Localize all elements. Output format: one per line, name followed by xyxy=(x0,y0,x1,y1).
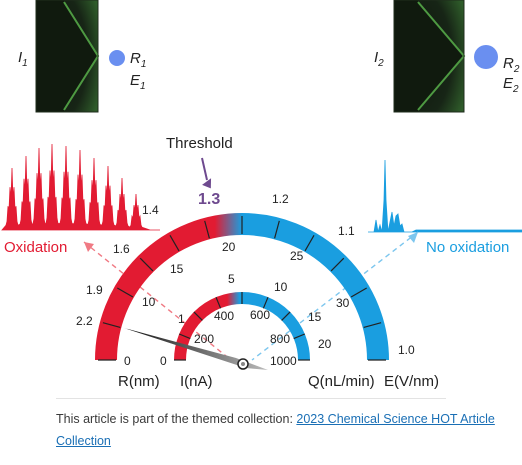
q-axis-label: Q(nL/min) xyxy=(308,373,375,390)
q-tick-800: 800 xyxy=(270,332,290,346)
no-oxidation-guide-arrowhead xyxy=(408,232,418,243)
e-axis-label: E(V/nm) xyxy=(384,373,439,390)
q-tick-20: 20 xyxy=(222,240,236,254)
outer-tick-mark xyxy=(139,257,154,272)
oxidation-guide-arrowhead xyxy=(84,242,94,252)
outer-tick-mark xyxy=(204,220,210,239)
q-tick-30: 30 xyxy=(336,296,350,310)
inner-tick-mark xyxy=(178,333,191,340)
right-microscopy-panel xyxy=(393,0,466,113)
inner-tick-mark xyxy=(281,311,291,321)
q-tick-1000: 1000 xyxy=(270,354,297,368)
small-droplet xyxy=(109,50,125,66)
q-tick-600: 600 xyxy=(250,308,270,322)
inner-tick-mark xyxy=(215,296,222,309)
i-axis-label: I(nA) xyxy=(180,373,213,390)
right-current-label: I2 xyxy=(374,49,384,69)
inner-tick-mark xyxy=(193,311,203,321)
r-tick-5: 0 xyxy=(124,354,131,368)
threshold-arrowhead xyxy=(202,178,212,189)
right-radius-label: R2 xyxy=(503,55,520,75)
no-oxidation-guide-line xyxy=(251,231,419,361)
e-tick-3: 1.0 xyxy=(398,343,415,357)
i-tick-0: 0 xyxy=(160,354,167,368)
oxidation-guide-line xyxy=(83,241,237,365)
threshold-arrow xyxy=(201,157,208,181)
outer-tick-mark xyxy=(363,322,382,328)
q-tick-15: 15 xyxy=(170,262,184,276)
gauge-needle[interactable] xyxy=(124,328,268,370)
q-tick-10: 10 xyxy=(142,295,156,309)
caption-divider xyxy=(56,398,446,399)
inner-tick-mark xyxy=(262,296,269,309)
q-tick-25: 25 xyxy=(290,249,304,263)
r-tick-1: 1.4 xyxy=(142,203,159,217)
outer-tick-mark xyxy=(350,287,367,298)
inner-ticks xyxy=(174,292,310,361)
i-tick-1: 1 xyxy=(178,312,185,326)
inner-tick-20: 20 xyxy=(318,337,332,351)
q-tick-200: 200 xyxy=(194,332,214,346)
right-field-label: E2 xyxy=(503,75,519,95)
outer-tick-mark xyxy=(304,235,315,252)
gauge-figure: I1 R1 E1 I2 R2 E2 Oxidation No oxidation… xyxy=(1,0,522,390)
oxidation-label: Oxidation xyxy=(4,239,67,256)
outer-tick-mark xyxy=(330,257,345,272)
large-droplet xyxy=(474,45,498,69)
e-tick-1: 1.2 xyxy=(272,192,289,206)
no-oxidation-label: No oxidation xyxy=(426,239,509,256)
outer-tick-mark xyxy=(102,322,121,328)
themed-collection-caption: This article is part of the themed colle… xyxy=(56,408,496,452)
needle-pivot-center xyxy=(241,362,245,366)
left-current-label: I1 xyxy=(18,49,28,69)
r-tick-4: 2.2 xyxy=(76,314,93,328)
inner-tick-mark xyxy=(293,333,306,340)
r-tick-3: 1.9 xyxy=(86,283,103,297)
inner-tick-15: 15 xyxy=(308,310,322,324)
r-tick-2: 1.6 xyxy=(113,242,130,256)
r-axis-label: R(nm) xyxy=(118,373,160,390)
no-oxidation-trace xyxy=(368,159,522,233)
q-tick-400: 400 xyxy=(214,309,234,323)
e-tick-2: 1.1 xyxy=(338,224,355,238)
inner-tick-5: 5 xyxy=(228,272,235,286)
caption-text: This article is part of the themed colle… xyxy=(56,412,297,426)
collection-link[interactable]: 2023 Chemical Science HOT Article Collec… xyxy=(56,412,495,448)
left-field-label: E1 xyxy=(130,72,146,92)
left-radius-label: R1 xyxy=(130,50,146,70)
threshold-label: Threshold xyxy=(166,135,233,152)
oxidation-trace xyxy=(1,143,160,231)
threshold-value: 1.3 xyxy=(198,191,220,208)
outer-tick-mark xyxy=(274,220,280,239)
outer-tick-mark xyxy=(169,235,180,252)
left-microscopy-panel xyxy=(35,0,100,113)
outer-tick-mark xyxy=(117,287,134,298)
inner-tick-10: 10 xyxy=(274,280,288,294)
outer-ticks xyxy=(98,216,386,361)
